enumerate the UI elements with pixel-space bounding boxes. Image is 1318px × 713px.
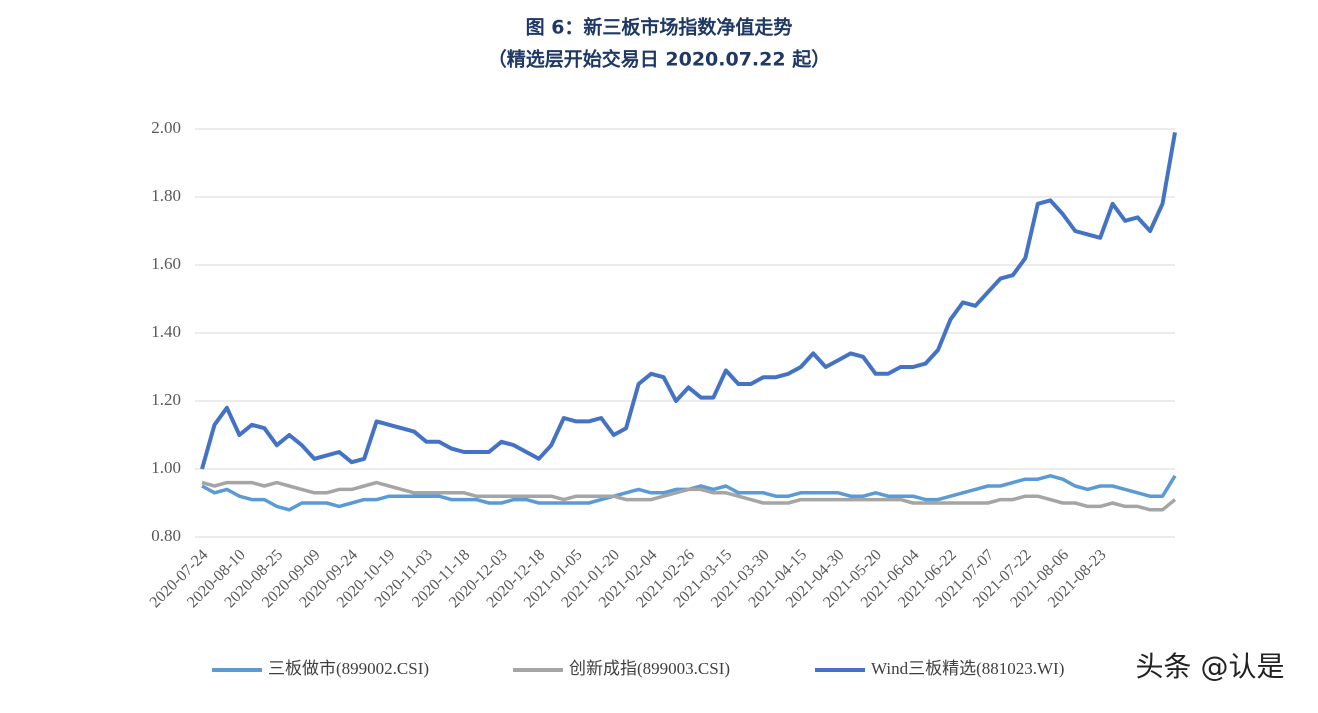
y-tick-label: 1.40	[151, 322, 181, 341]
y-tick-label: 2.00	[151, 118, 181, 137]
y-tick-label: 0.80	[151, 526, 181, 545]
y-tick-label: 1.00	[151, 458, 181, 477]
legend-label: Wind三板精选(881023.WI)	[871, 659, 1064, 678]
chart-title: 图 6：新三板市场指数净值走势	[526, 16, 793, 39]
y-tick-label: 1.80	[151, 186, 181, 205]
series-line	[200, 132, 1177, 470]
watermark: 头条 @认是	[1136, 650, 1285, 683]
legend-label: 创新成指(899003.CSI)	[569, 659, 730, 678]
series-line	[201, 480, 1177, 512]
chart-subtitle: （精选层开始交易日 2020.07.22 起）	[488, 48, 830, 71]
legend-label: 三板做市(899002.CSI)	[268, 659, 429, 678]
y-tick-label: 1.20	[151, 390, 181, 409]
y-tick-label: 1.60	[151, 254, 181, 273]
series-line	[201, 474, 1177, 512]
